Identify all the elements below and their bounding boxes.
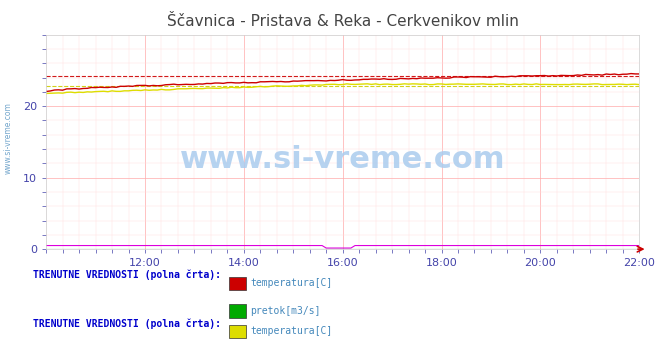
Text: TRENUTNE VREDNOSTI (polna črta):: TRENUTNE VREDNOSTI (polna črta): xyxy=(33,318,221,329)
Title: Ščavnica - Pristava & Reka - Cerkvenikov mlin: Ščavnica - Pristava & Reka - Cerkvenikov… xyxy=(167,14,519,29)
Text: temperatura[C]: temperatura[C] xyxy=(250,327,333,336)
Text: pretok[m3/s]: pretok[m3/s] xyxy=(250,306,321,316)
Text: temperatura[C]: temperatura[C] xyxy=(250,278,333,288)
Text: www.si-vreme.com: www.si-vreme.com xyxy=(3,102,13,174)
Text: www.si-vreme.com: www.si-vreme.com xyxy=(180,145,505,174)
Text: TRENUTNE VREDNOSTI (polna črta):: TRENUTNE VREDNOSTI (polna črta): xyxy=(33,270,221,280)
